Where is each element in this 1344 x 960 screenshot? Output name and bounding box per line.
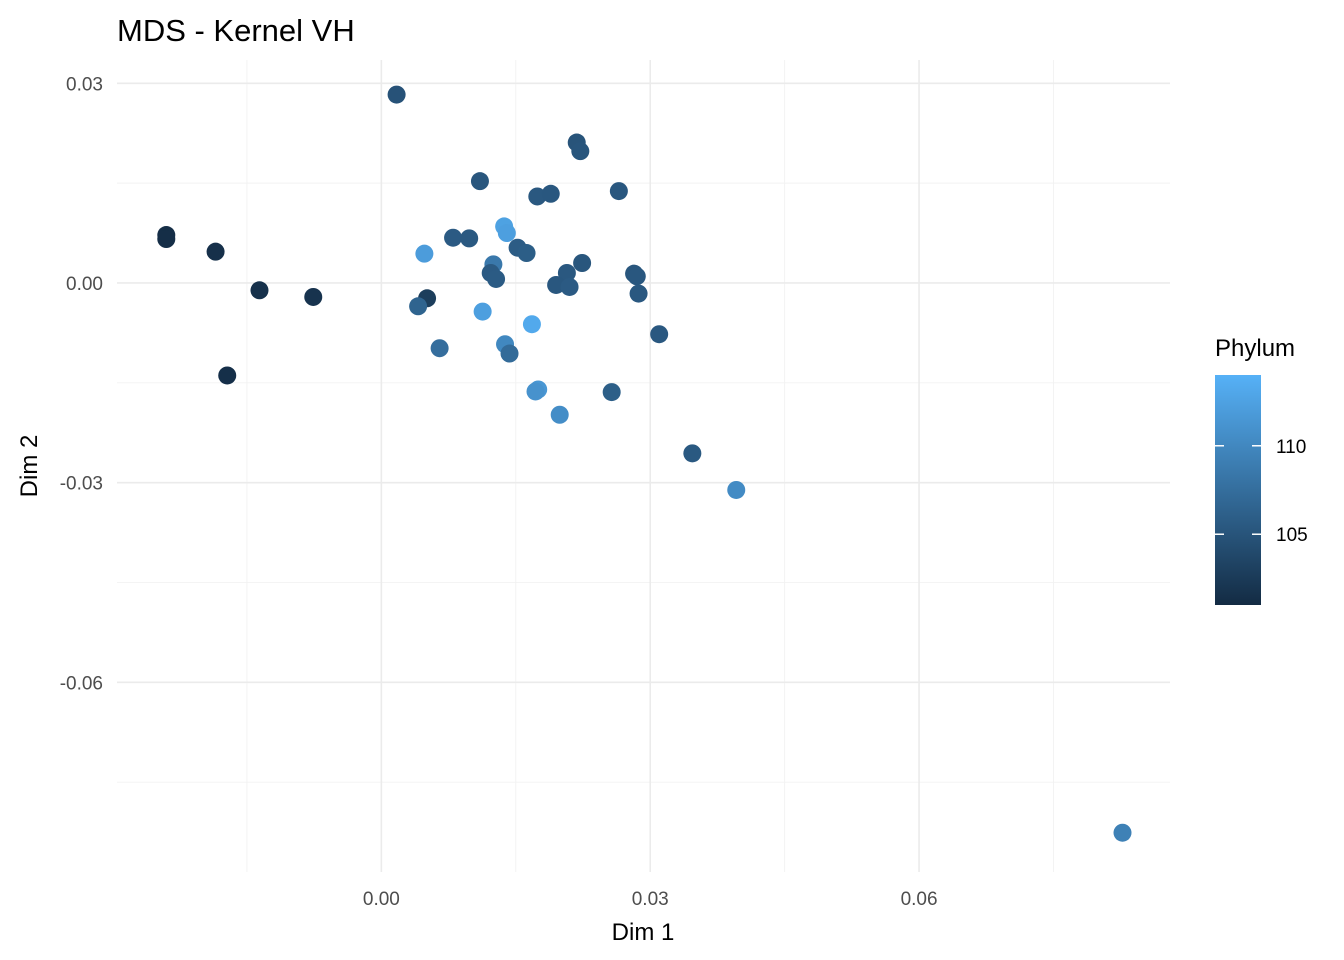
scatter-point	[573, 254, 592, 272]
y-axis-title: Dim 2	[16, 435, 43, 498]
scatter-point	[602, 383, 621, 402]
x-tick-label: 0.03	[632, 889, 669, 910]
scatter-point	[727, 480, 746, 499]
y-tick-label: -0.06	[60, 673, 103, 694]
scatter-point	[206, 242, 225, 261]
y-axis-tick-labels: 0.03 0.00 -0.03 -0.06	[60, 74, 103, 694]
scatter-point	[627, 267, 646, 286]
color-legend: Phylum 110 105	[1215, 335, 1308, 605]
scatter-point	[409, 297, 428, 316]
x-axis-title: Dim 1	[612, 919, 675, 946]
scatter-point	[304, 287, 323, 306]
legend-break-label: 110	[1276, 437, 1306, 458]
scatter-point	[528, 187, 547, 206]
scatter-point	[522, 315, 541, 334]
scatter-point	[550, 405, 569, 424]
scatter-points	[157, 85, 1132, 842]
scatter-point	[683, 444, 702, 463]
scatter-point	[1113, 823, 1132, 842]
scatter-point	[470, 172, 489, 191]
legend-title: Phylum	[1215, 335, 1295, 362]
scatter-point	[629, 284, 648, 303]
scatter-point	[460, 229, 479, 248]
scatter-point	[609, 182, 628, 201]
legend-break-label: 105	[1276, 525, 1308, 546]
legend-breaks: 110 105	[1215, 437, 1308, 546]
y-tick-label: 0.00	[66, 274, 103, 295]
scatter-point	[497, 224, 516, 243]
scatter-point	[517, 244, 536, 263]
scatter-point	[650, 325, 669, 344]
y-tick-label: -0.03	[60, 474, 103, 495]
scatter-point	[541, 184, 560, 203]
plot-gridlines	[117, 60, 1170, 872]
scatter-point	[250, 281, 269, 300]
scatter-point	[387, 85, 406, 104]
scatter-point	[430, 339, 449, 358]
scatter-point	[218, 366, 237, 385]
x-tick-label: 0.00	[363, 889, 400, 910]
y-tick-label: 0.03	[66, 74, 103, 95]
scatter-point	[473, 302, 492, 321]
scatter-point	[526, 382, 545, 401]
scatter-point	[560, 277, 579, 296]
legend-colorbar	[1215, 375, 1261, 605]
x-tick-label: 0.06	[901, 889, 938, 910]
scatter-point	[547, 275, 566, 294]
scatter-point	[157, 230, 176, 249]
scatter-point	[500, 344, 519, 363]
chart-title: MDS - Kernel VH	[117, 13, 355, 48]
x-axis-tick-labels: 0.00 0.03 0.06	[363, 889, 938, 910]
scatter-point	[571, 142, 590, 161]
scatter-point	[557, 263, 576, 282]
scatter-point	[487, 269, 506, 288]
scatter-point	[444, 228, 463, 247]
scatter-point	[415, 244, 434, 263]
